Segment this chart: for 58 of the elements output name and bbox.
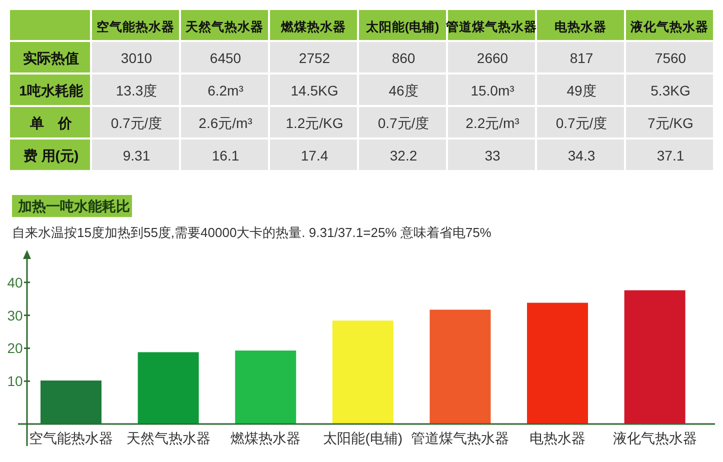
bar — [138, 352, 199, 424]
text: 6.2m³ — [208, 82, 244, 98]
text: 2.6元/m³ — [198, 115, 252, 131]
text: 0.7元/度 — [110, 115, 162, 131]
y-tick-label: 40 — [7, 274, 23, 290]
text: 37.1 — [656, 148, 684, 164]
chart-subtitle: 自来水温按15度加热到55度,需要40000大卡的热量. 9.31/37.1=25% 意味着省电75% — [12, 225, 492, 240]
text: 5.3KG — [650, 82, 690, 98]
text: 46度 — [388, 82, 418, 98]
text: 0.7元/度 — [556, 115, 608, 131]
x-tick-label: 电热水器 — [530, 430, 586, 446]
bar — [40, 380, 102, 424]
text: 860 — [392, 50, 416, 66]
text: 33 — [484, 148, 500, 164]
x-tick-label: 空气能热水器 — [29, 430, 113, 446]
chart-title: 加热一吨水能耗比 — [17, 198, 130, 214]
y-tick-label: 10 — [7, 373, 23, 390]
text: 2660 — [476, 50, 508, 66]
category-label: 太阳能(电辅) — [364, 19, 440, 34]
text: 32.2 — [390, 148, 418, 164]
category-label: 实际热值 — [23, 50, 79, 66]
x-tick-label: 管道煤气热水器 — [411, 430, 510, 446]
y-tick-label: 30 — [7, 307, 23, 324]
text: 49度 — [566, 82, 596, 98]
text: 17.4 — [300, 148, 328, 164]
bar — [527, 302, 588, 424]
category-label: 空气能热水器 — [96, 19, 174, 34]
bar — [332, 320, 394, 424]
text: 0.7元/度 — [378, 115, 430, 131]
text: 9.31 — [122, 148, 150, 164]
text: 7元/KG — [648, 115, 694, 131]
x-tick-label: 液化气热水器 — [612, 430, 697, 446]
text: 2.2元/m³ — [466, 115, 520, 131]
text: 15.0m³ — [470, 82, 514, 98]
bar — [624, 290, 686, 424]
category-label: 电热水器 — [554, 20, 606, 34]
text: 3010 — [120, 50, 152, 66]
category-label: 燃煤热水器 — [280, 20, 346, 34]
text: 34.3 — [568, 148, 596, 164]
x-tick-label: 天然气热水器 — [126, 430, 210, 446]
text: 6450 — [210, 50, 242, 66]
text: 2752 — [298, 50, 330, 66]
text: 16.1 — [212, 148, 240, 164]
bar — [235, 350, 296, 424]
text: 13.3度 — [116, 82, 158, 98]
text: 1.2元/KG — [286, 115, 344, 131]
category-label: 费 用(元) — [23, 148, 79, 164]
x-tick-label: 太阳能(电辅) — [323, 430, 403, 446]
category-label: 1吨水耗能 — [19, 82, 83, 98]
category-label: 液化气热水器 — [630, 19, 708, 34]
text: 817 — [570, 50, 594, 66]
text: 7560 — [654, 50, 686, 66]
text: 14.5KG — [290, 82, 338, 98]
x-tick-label: 燃煤热水器 — [230, 430, 301, 446]
category-label: 天然气热水器 — [184, 20, 264, 34]
y-tick-label: 20 — [7, 340, 23, 356]
bar — [430, 310, 491, 424]
category-label: 单 价 — [30, 115, 72, 131]
